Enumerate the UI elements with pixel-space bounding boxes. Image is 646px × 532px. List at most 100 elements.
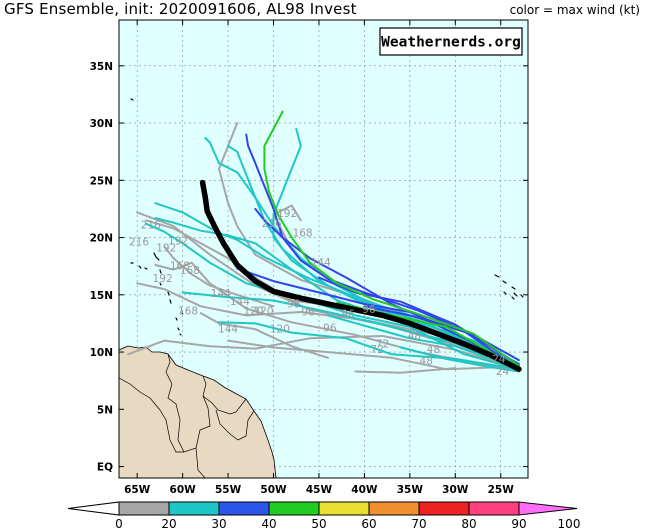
lon-label: 45W	[306, 484, 333, 496]
forecast-hour-label: 144	[230, 296, 250, 308]
caribbean-islands	[130, 98, 524, 336]
colorbar-right-arrow	[518, 501, 578, 516]
lon-label: 50W	[260, 484, 287, 496]
lon-label: 30W	[442, 484, 469, 496]
ensemble-track	[399, 346, 520, 373]
ensemble-mean-track	[199, 179, 522, 372]
map-frame	[118, 19, 529, 479]
forecast-hour-label: 120	[243, 305, 263, 317]
lat-label: EQ	[97, 462, 113, 474]
colorbar-label: 90	[511, 517, 526, 531]
longitude-axis: 65W 60W 55W 50W 45W 40W 35W 30W 25W	[124, 20, 514, 496]
weathernerds-logo: Weathernerds.org	[379, 27, 523, 56]
forecast-hour-label: 168	[293, 227, 313, 239]
lon-label: 55W	[215, 484, 242, 496]
forecast-hour-label: 168	[180, 265, 200, 277]
ensemble-track	[318, 276, 520, 366]
colorbar-label: 100	[558, 517, 581, 531]
forecast-hour-label: 216	[129, 237, 149, 249]
lat-label: 5N	[97, 404, 113, 416]
forecast-hour-label: 48	[420, 356, 433, 368]
colorbar-segment	[468, 501, 520, 516]
forecast-hour-label: 24	[492, 353, 506, 365]
lat-label: 30N	[90, 118, 113, 130]
forecast-hour-label: 96	[287, 298, 301, 310]
colorbar-label: 70	[411, 517, 426, 531]
ensemble-track	[199, 312, 329, 359]
forecast-hour-label: 48	[427, 344, 440, 356]
forecast-hour-label: 216	[141, 219, 161, 231]
logo-text: Weathernerds.org	[381, 35, 521, 51]
logo-box	[379, 27, 523, 56]
forecast-hour-label: 144	[218, 324, 238, 336]
ensemble-track	[245, 133, 520, 367]
ensemble-track	[163, 245, 275, 308]
colorbar-segment	[368, 501, 420, 516]
forecast-hour-label: 96	[323, 322, 337, 334]
forecast-hour-label: 168	[170, 261, 190, 273]
forecast-hour-label: 192	[156, 242, 176, 254]
lon-label: 40W	[351, 484, 378, 496]
forecast-hour-label: 120	[270, 324, 290, 336]
colorbar-segment	[268, 501, 320, 516]
colorbar-label: 80	[461, 517, 476, 531]
colorbar-label: 50	[311, 517, 326, 531]
forecast-hour-label: 24	[496, 366, 510, 378]
colorbar-segment	[418, 501, 470, 516]
lat-label: 20N	[90, 233, 113, 245]
lon-label: 60W	[170, 484, 197, 496]
ensemble-track	[136, 282, 520, 370]
graticule	[119, 20, 528, 478]
colorbar-label: 60	[361, 517, 376, 531]
lat-label: 10N	[90, 347, 113, 359]
south-america-landmass	[119, 345, 277, 478]
ensemble-track	[227, 339, 511, 371]
lat-label: 35N	[90, 61, 113, 73]
ensemble-track	[154, 261, 511, 371]
forecast-hour-label: 144	[311, 257, 331, 269]
ensemble-track	[218, 321, 520, 371]
colorbar-label: 30	[211, 517, 226, 531]
ensemble-track	[263, 110, 520, 367]
forecast-hour-label: 192	[153, 273, 173, 285]
forecast-hour-label: 72	[370, 344, 383, 356]
ensemble-track	[154, 202, 520, 365]
colorbar-segment	[318, 501, 370, 516]
ensemble-tracks	[127, 110, 522, 374]
forecast-hour-label: 120	[253, 305, 273, 317]
colorbar-left-arrow	[67, 501, 120, 516]
forecast-hour-label: 216	[262, 218, 282, 230]
lat-label: 25N	[90, 175, 113, 187]
lon-label: 25W	[488, 484, 515, 496]
colorbar-segment	[218, 501, 270, 516]
color-legend-caption: color = max wind (kt)	[509, 3, 640, 17]
colorbar-label: 0	[115, 517, 123, 531]
lon-label: 65W	[124, 484, 151, 496]
colorbar-segment	[118, 501, 170, 516]
forecast-hour-label: 192	[277, 208, 297, 220]
forecast-hour-label: 48	[408, 330, 421, 342]
latitude-axis: 35N 30N 25N 20N 15N 10N 5N EQ	[90, 61, 528, 474]
ensemble-track	[127, 335, 520, 370]
ensemble-track	[327, 314, 507, 365]
colorbar-label: 40	[261, 517, 276, 531]
forecast-hour-label: 72	[376, 338, 389, 350]
colorbar-label: 20	[161, 517, 176, 531]
ensemble-track	[254, 207, 520, 362]
wind-colorbar: 0 20 30 40 50 60 70 80 90 100	[67, 501, 581, 531]
ensemble-track	[354, 367, 457, 374]
forecast-hour-label: 144	[211, 288, 231, 300]
forecast-hour-label: 96	[341, 309, 355, 321]
forecast-hour-label: 96	[362, 304, 376, 316]
lat-label: 15N	[90, 290, 113, 302]
country-borders	[119, 353, 255, 478]
page-title: GFS Ensemble, init: 2020091606, AL98 Inv…	[4, 0, 357, 18]
forecast-hour-label: 96	[301, 306, 315, 318]
forecast-hour-label: 192	[168, 235, 188, 247]
lon-label: 35W	[397, 484, 424, 496]
forecast-hour-label: 168	[178, 305, 198, 317]
colorbar-segment	[168, 501, 220, 516]
